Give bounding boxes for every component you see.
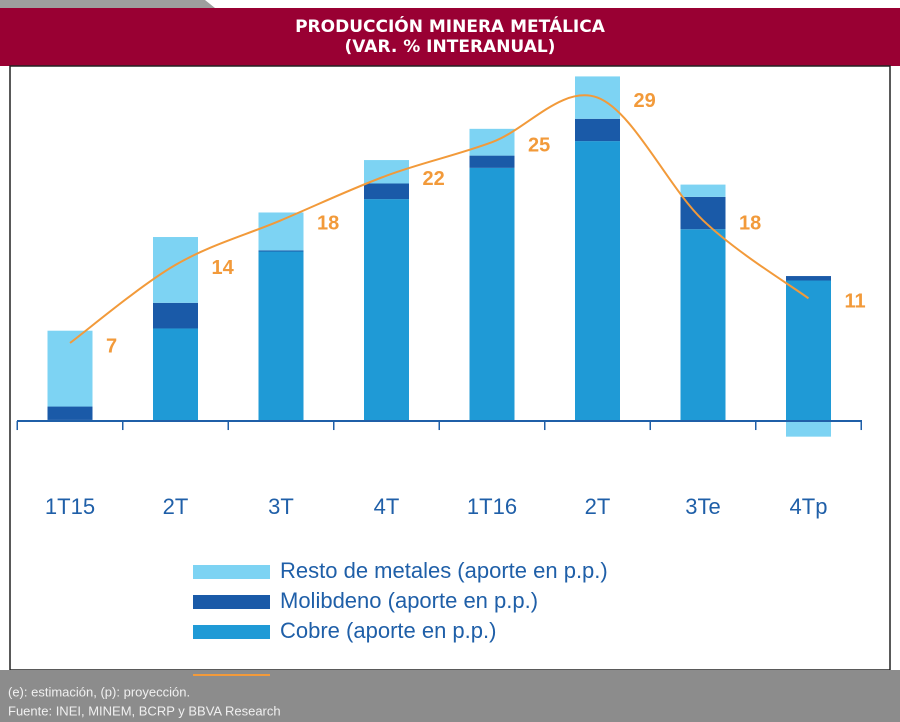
chart-subtitle: (VAR. % INTERANUAL) xyxy=(345,37,556,57)
bar-segment xyxy=(786,421,831,437)
legend-swatch xyxy=(193,565,270,579)
bar-segment xyxy=(47,330,93,407)
value-label: 18 xyxy=(739,213,761,235)
value-label: 25 xyxy=(528,134,550,156)
value-label: 18 xyxy=(317,213,339,235)
x-tick-label: 2T xyxy=(163,494,189,519)
bar-segment xyxy=(364,199,409,422)
note: (e): estimación, (p): proyección. xyxy=(8,684,190,699)
bar-segment xyxy=(469,167,515,422)
bar-segment xyxy=(258,251,304,422)
bar-segment xyxy=(575,141,620,422)
legend-label: Cobre (aporte en p.p.) xyxy=(280,618,496,643)
x-tick-label: 2T xyxy=(585,494,611,519)
bar-segment xyxy=(786,276,831,281)
note: Fuente: INEI, MINEM, BCRP y BBVA Researc… xyxy=(8,703,281,718)
value-label: 14 xyxy=(212,257,235,279)
footer-band xyxy=(0,670,900,722)
value-label: 29 xyxy=(634,90,656,112)
legend-label: Resto de metales (aporte en p.p.) xyxy=(280,558,608,583)
line xyxy=(69,94,810,344)
bar-segment xyxy=(364,183,409,200)
bar-segment xyxy=(786,280,831,422)
header-band xyxy=(0,8,900,66)
value-label: 22 xyxy=(423,168,445,190)
legend-swatch xyxy=(193,625,270,639)
bar-segment xyxy=(364,160,409,184)
legend-swatch xyxy=(193,595,270,609)
bar-segment xyxy=(258,212,304,251)
bar-segment xyxy=(258,250,304,252)
bar-segment xyxy=(575,118,620,142)
value-label: 11 xyxy=(845,291,866,313)
bar-segment xyxy=(680,184,726,197)
x-tick-label: 1T15 xyxy=(45,494,95,519)
bar-segment xyxy=(153,302,198,329)
bar-segment xyxy=(680,229,726,422)
x-tick-label: 3Te xyxy=(685,494,720,519)
bar-segment xyxy=(153,237,198,303)
x-tick-label: 3T xyxy=(268,494,294,519)
x-tick-label: 4Tp xyxy=(790,494,828,519)
chart-title: PRODUCCIÓN MINERA METÁLICA xyxy=(295,15,606,37)
x-tick-label: 1T16 xyxy=(467,494,517,519)
value-label: 7 xyxy=(106,335,117,357)
legend-label: Molibdeno (aporte en p.p.) xyxy=(280,588,538,613)
bar-segment xyxy=(469,155,515,168)
x-tick-label: 4T xyxy=(374,494,400,519)
bar-segment xyxy=(153,328,198,422)
bar-segment xyxy=(47,406,93,420)
tab xyxy=(0,0,215,8)
